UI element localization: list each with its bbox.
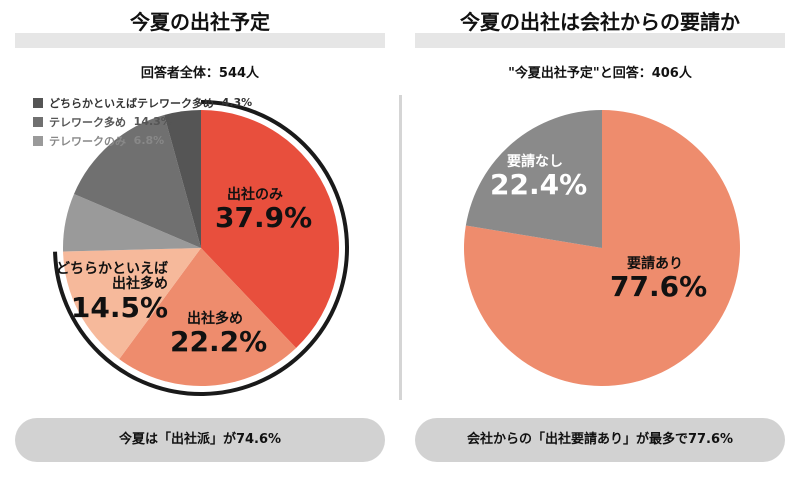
legend-item: どちらかといえばテレワーク多め 4.3%	[33, 93, 252, 112]
slice-label-dochiraka-shusha: どちらかといえば 出社多め 14.5%	[56, 261, 168, 324]
right-header: 今夏の出社は会社からの要請か	[415, 8, 785, 48]
pie-slice	[74, 115, 201, 248]
pie-slice	[63, 193, 201, 252]
shusha-highlight-arc	[53, 100, 349, 396]
slice-label-shusha-nomi: 出社のみ 37.9%	[215, 187, 313, 235]
pie-slice	[63, 248, 202, 360]
slice-label-yousei-nashi: 要請なし 22.4%	[490, 154, 588, 202]
pie-slice	[164, 110, 201, 248]
pie-slice	[201, 110, 340, 349]
left-summary: 今夏は「出社派」が74.6%	[15, 418, 385, 462]
legend-item: テレワークのみ 6.8%	[33, 131, 252, 150]
legend-item: テレワーク多め 14.3%	[33, 112, 252, 131]
legend: どちらかといえばテレワーク多め 4.3% テレワーク多め 14.3% テレワーク…	[33, 93, 252, 150]
pie-slice	[119, 248, 297, 386]
left-header: 今夏の出社予定	[15, 8, 385, 48]
right-title: 今夏の出社は会社からの要請か	[460, 10, 740, 34]
slice-label-yousei-ari: 要請あり 77.6%	[610, 256, 708, 304]
left-subtitle: 回答者全体：544人	[140, 66, 260, 81]
pie-slice	[464, 110, 741, 386]
pie-slice	[465, 110, 602, 248]
right-subtitle: "今夏出社予定"と回答：406人	[508, 66, 692, 81]
slice-label-shusha-oome: 出社多め 22.2%	[170, 311, 268, 359]
right-summary: 会社からの「出社要請あり」が最多で77.6%	[415, 418, 785, 462]
left-title: 今夏の出社予定	[130, 10, 270, 34]
divider	[399, 95, 402, 400]
